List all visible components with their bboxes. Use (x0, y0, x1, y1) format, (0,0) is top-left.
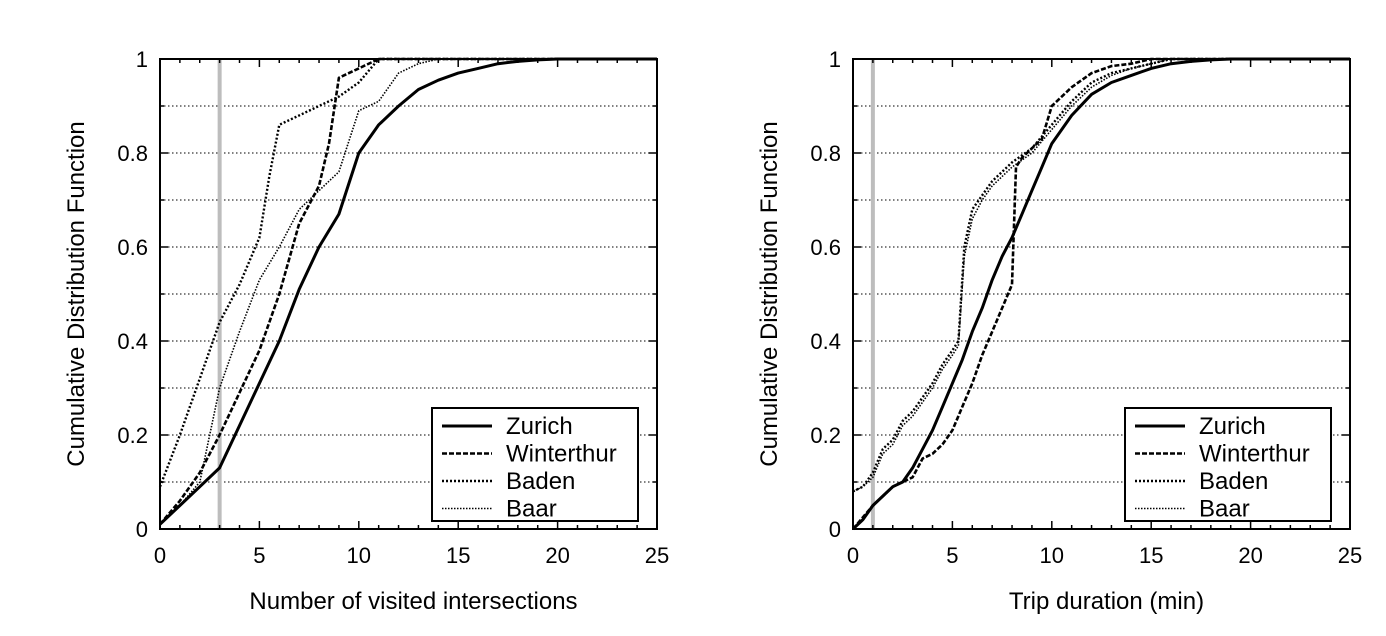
chart1-x-tick-label: 20 (1238, 543, 1262, 568)
chart1-y-tick-label: 0.8 (810, 141, 841, 166)
chart-right: 0 5 10 15 20 25 0 0.2 0.4 0.6 0.8 1 Trip duration (m… (693, 0, 1386, 636)
chart0-y-tick-label: 1 (136, 47, 148, 72)
chart0-x-tick-label: 15 (446, 543, 470, 568)
chart1-legend-label-baar: Baar (1199, 496, 1250, 523)
chart1-legend-label-baden: Baden (1199, 468, 1268, 495)
chart-left-svg: 0 5 10 15 20 25 0 0.2 0.4 0.6 0.8 1 Number of visite… (63, 47, 669, 615)
chart0-y-tick-label: 0.8 (117, 141, 148, 166)
chart0-series-baar-line (159, 58, 657, 525)
chart0-x-tick-label: 10 (347, 543, 371, 568)
chart1-legend-label-winterthur: Winterthur (1199, 441, 1310, 468)
chart0-x-tick-label: 5 (253, 543, 265, 568)
chart1-y-tick-label: 0 (829, 517, 841, 542)
chart1-series-baar-line (852, 58, 1350, 493)
chart1-y-tick-label: 0.2 (810, 423, 841, 448)
chart0-y-axis-title: Cumulative Distribution Function (63, 121, 90, 466)
chart1-y-tick-label: 1 (829, 47, 841, 72)
chart1-y-tick-label: 0.4 (810, 329, 841, 354)
chart1-x-tick-label: 5 (946, 543, 958, 568)
chart1-y-axis-title: Cumulative Distribution Function (756, 121, 783, 466)
chart1-series-baden-line (852, 57, 1350, 493)
chart0-x-tick-label: 20 (545, 543, 569, 568)
chart0-x-axis-title: Number of visited intersections (249, 588, 577, 615)
chart0-y-tick-label: 0 (136, 517, 148, 542)
chart1-legend-label-zurich: Zurich (1199, 413, 1266, 440)
chart0-y-tick-label: 0.2 (117, 423, 148, 448)
chart0-y-tick-label: 0.6 (117, 235, 148, 260)
chart1-x-tick-label: 15 (1139, 543, 1163, 568)
chart1-x-tick-label: 25 (1338, 543, 1362, 568)
chart0-legend-label-baar: Baar (506, 496, 557, 523)
chart0-x-tick-label: 25 (645, 543, 669, 568)
chart-left: 0 5 10 15 20 25 0 0.2 0.4 0.6 0.8 1 Number of visite… (63, 47, 669, 615)
chart1-x-axis-title: Trip duration (min) (1009, 588, 1204, 615)
chart0-series-winterthur-line (159, 57, 657, 526)
chart0-y-tick-label: 0.4 (117, 329, 148, 354)
chart1-series-zurich-line (851, 57, 1350, 531)
chart1-y-tick-label: 0.6 (810, 235, 841, 260)
chart0-legend-label-baden: Baden (506, 468, 575, 495)
chart-right-svg: 0 5 10 15 20 25 0 0.2 0.4 0.6 0.8 1 Trip duration (m… (756, 47, 1362, 615)
chart0-legend-label-winterthur: Winterthur (506, 441, 617, 468)
chart0-x-tick-label: 0 (154, 543, 166, 568)
chart1-x-tick-label: 10 (1040, 543, 1064, 568)
chart0-legend-label-zurich: Zurich (506, 413, 573, 440)
chart1-x-tick-label: 0 (847, 543, 859, 568)
